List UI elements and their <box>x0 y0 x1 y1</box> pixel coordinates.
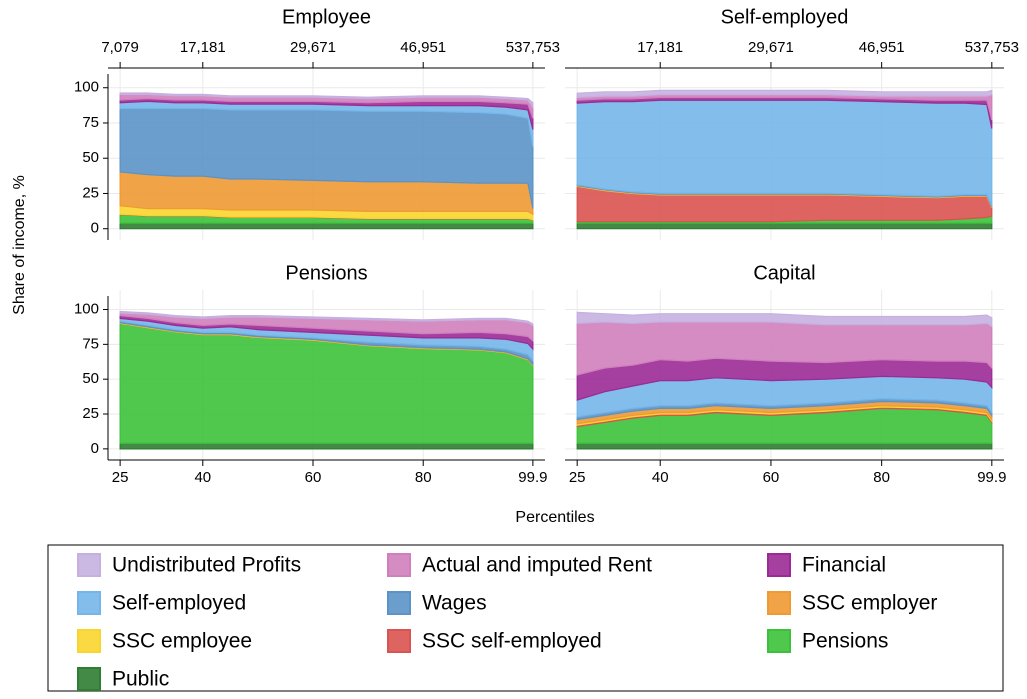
y-tick-label: 50 <box>82 370 99 387</box>
legend-swatch <box>767 591 791 615</box>
x-tick-label: 80 <box>873 469 890 486</box>
legend-label: Wages <box>422 592 487 615</box>
y-axis-label: Share of income, % <box>11 175 28 315</box>
legend-box <box>47 544 1004 692</box>
top-tick-label: 17,181 <box>180 39 226 56</box>
panel-title: Self-employed <box>721 6 849 28</box>
legend-label: Financial <box>802 554 886 577</box>
y-tick-label: 50 <box>82 149 99 166</box>
y-tick-label: 75 <box>82 335 99 352</box>
legend-swatch <box>767 553 791 577</box>
x-tick-label: 60 <box>305 469 322 486</box>
y-tick-label: 75 <box>82 114 99 131</box>
legend-swatch <box>387 629 411 653</box>
legend-swatch <box>77 667 101 691</box>
y-tick-label: 25 <box>82 184 99 201</box>
x-tick-label: 60 <box>763 469 780 486</box>
top-tick-label: 46,951 <box>859 39 905 56</box>
y-tick-label: 100 <box>74 300 99 317</box>
top-tick-label: 29,671 <box>748 39 794 56</box>
area <box>576 442 993 450</box>
legend-label: SSC employee <box>112 630 252 653</box>
top-tick-label: 7,079 <box>101 39 139 56</box>
x-tick-label: 99.9 <box>977 469 1006 486</box>
top-tick-label: 537,753 <box>506 39 560 56</box>
area <box>576 99 993 207</box>
top-tick-label: 537,753 <box>965 39 1019 56</box>
x-axis-label: Percentiles <box>515 509 594 526</box>
y-tick-label: 0 <box>91 440 99 457</box>
area <box>119 442 534 450</box>
legend-label: SSC employer <box>802 592 937 615</box>
panel-title: Employee <box>282 6 371 28</box>
x-tick-label: 80 <box>415 469 432 486</box>
top-tick-label: 29,671 <box>290 39 336 56</box>
legend-swatch <box>387 553 411 577</box>
top-tick-label: 46,951 <box>400 39 446 56</box>
x-tick-label: 40 <box>652 469 669 486</box>
legend-swatch <box>767 629 791 653</box>
x-tick-label: 99.9 <box>518 469 547 486</box>
legend-swatch <box>77 629 101 653</box>
area <box>119 92 534 109</box>
x-tick-label: 25 <box>112 469 129 486</box>
legend-label: Pensions <box>802 630 888 653</box>
top-tick-label: 17,181 <box>637 39 683 56</box>
area <box>576 89 993 99</box>
area <box>119 222 534 230</box>
x-tick-label: 25 <box>569 469 586 486</box>
panel-title: Capital <box>753 262 815 284</box>
legend-swatch <box>387 591 411 615</box>
y-tick-label: 25 <box>82 405 99 422</box>
legend-swatch <box>77 553 101 577</box>
legend-label: Self-employed <box>112 592 246 615</box>
y-tick-label: 100 <box>74 79 99 96</box>
area <box>119 310 534 327</box>
y-tick-label: 0 <box>91 220 99 237</box>
legend-swatch <box>77 591 101 615</box>
area <box>576 222 993 230</box>
legend-label: Actual and imputed Rent <box>422 554 652 577</box>
legend-label: SSC self-employed <box>422 630 602 653</box>
panel-title: Pensions <box>285 262 367 284</box>
x-tick-label: 40 <box>194 469 211 486</box>
legend-label: Undistributed Profits <box>112 554 301 577</box>
area <box>576 311 993 328</box>
legend-label: Public <box>112 668 169 691</box>
